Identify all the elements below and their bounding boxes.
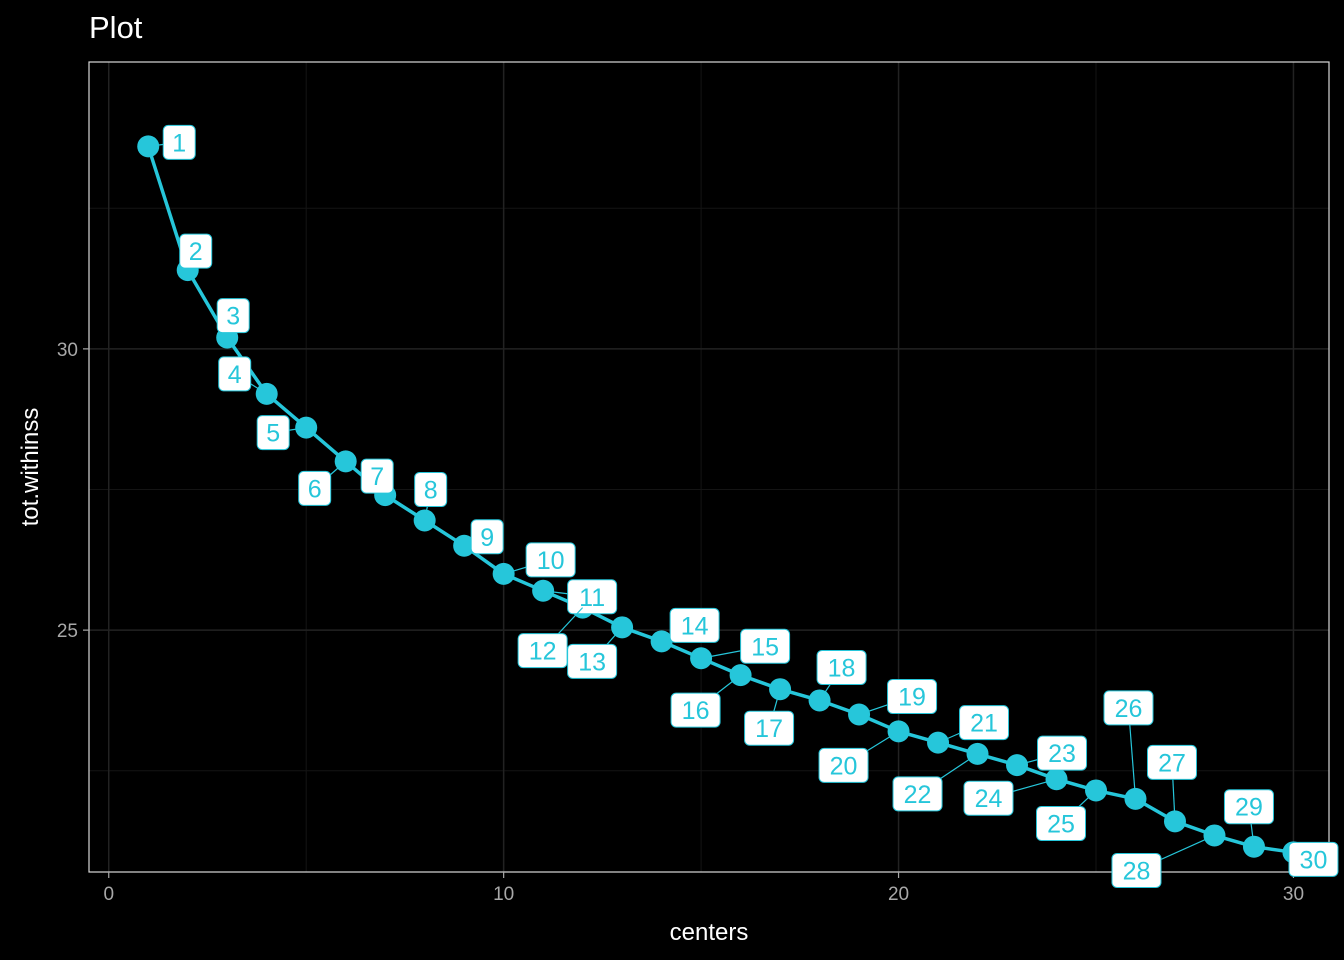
point-label-box xyxy=(1111,852,1162,888)
point-label-text: 22 xyxy=(904,781,932,809)
point-label-text: 8 xyxy=(424,476,438,504)
point-label-box xyxy=(887,679,938,714)
point-label-text: 17 xyxy=(755,715,783,743)
point-label-box xyxy=(959,705,1010,741)
x-tick-label: 0 xyxy=(103,884,114,905)
point-label-box xyxy=(1288,841,1339,877)
point-label-text: 25 xyxy=(1047,810,1075,838)
point-label-box xyxy=(1103,690,1154,726)
y-tick-label: 25 xyxy=(57,621,78,642)
point-label-box xyxy=(1146,744,1197,780)
point-label-text: 6 xyxy=(308,475,322,503)
x-tick-label: 20 xyxy=(888,884,909,905)
point-label-text: 3 xyxy=(226,303,240,331)
point-label-text: 20 xyxy=(830,752,858,780)
point-label-text: 18 xyxy=(828,654,856,682)
point-label-box xyxy=(179,233,213,269)
point-label-box xyxy=(360,458,394,494)
point-label-box xyxy=(298,470,332,506)
y-tick-label: 30 xyxy=(57,340,78,361)
point-label-text: 28 xyxy=(1123,857,1151,885)
point-label-box xyxy=(567,579,618,615)
point-label-text: 11 xyxy=(579,584,605,612)
y-axis-title: tot.withinss xyxy=(17,408,44,527)
point-label-box xyxy=(218,356,252,392)
point-label-box xyxy=(567,643,618,679)
data-point xyxy=(492,562,515,585)
point-label-text: 9 xyxy=(480,524,494,552)
x-axis-title: centers xyxy=(670,919,749,946)
point-label-text: 15 xyxy=(751,633,779,661)
point-label-box xyxy=(162,124,196,160)
point-label-box xyxy=(1036,805,1087,841)
axis-layer: 0 10 20 30 25 30 xyxy=(57,340,1304,905)
point-label-text: 5 xyxy=(266,420,280,448)
point-label-box xyxy=(669,607,720,643)
point-label-text: 1 xyxy=(172,129,186,157)
point-label-box xyxy=(414,471,448,507)
chart-title: Plot xyxy=(89,10,143,45)
x-tick-label: 30 xyxy=(1283,884,1304,905)
point-label-text: 12 xyxy=(529,638,557,666)
data-point xyxy=(453,534,476,557)
point-label-text: 30 xyxy=(1300,846,1328,874)
point-label-box xyxy=(818,747,869,783)
point-label-box xyxy=(256,415,290,451)
point-label-box xyxy=(892,776,943,812)
point-label-box xyxy=(670,692,721,728)
point-label-box xyxy=(216,298,250,334)
point-label-text: 29 xyxy=(1235,794,1263,822)
point-label-text: 4 xyxy=(228,361,242,389)
point-label-text: 24 xyxy=(975,785,1003,813)
panel-border xyxy=(88,61,1330,873)
point-label-text: 7 xyxy=(370,463,384,491)
point-label-box xyxy=(963,780,1014,816)
point-label-text: 13 xyxy=(578,648,606,676)
point-label-text: 10 xyxy=(537,547,565,575)
point-label-box xyxy=(470,519,504,555)
point-label-box xyxy=(1037,735,1088,771)
point-label-box xyxy=(740,628,791,664)
point-label-text: 14 xyxy=(681,612,709,640)
point-label-text: 26 xyxy=(1115,695,1143,723)
grid-layer xyxy=(89,62,1329,872)
x-tick-label: 10 xyxy=(493,884,514,905)
point-label-box xyxy=(525,542,576,578)
point-label-text: 21 xyxy=(970,710,998,738)
point-label-box xyxy=(744,710,795,746)
data-point xyxy=(1006,754,1029,777)
point-label-box xyxy=(1223,789,1274,825)
point-label-text: 23 xyxy=(1048,740,1076,768)
point-label-text: 27 xyxy=(1158,749,1186,777)
point-label-text: 19 xyxy=(898,684,926,712)
point-label-text: 2 xyxy=(189,238,203,266)
point-label-text: 16 xyxy=(682,697,710,725)
point-label-box xyxy=(816,649,867,685)
